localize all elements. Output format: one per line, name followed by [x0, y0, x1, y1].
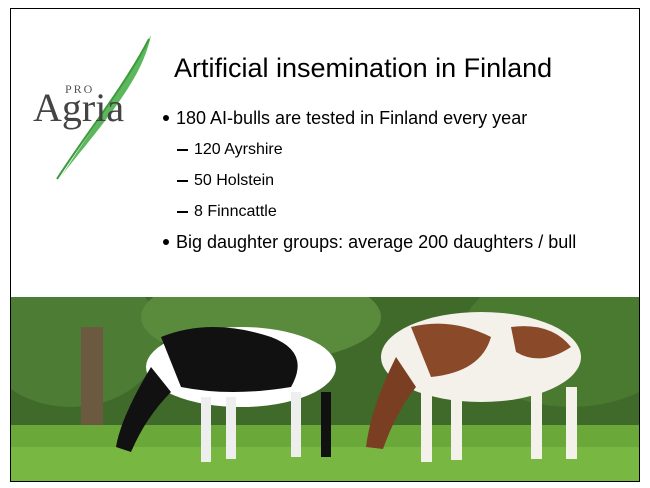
sub-bullet-text: 50 Holstein — [194, 168, 274, 193]
bullet-marker — [163, 239, 169, 245]
slide-title: Artificial insemination in Finland — [174, 53, 552, 84]
logo-main: Agria — [33, 85, 124, 130]
page: PRO Agria Artificial insemination in Fin… — [0, 0, 650, 488]
photo — [11, 297, 639, 482]
sub-bullet-marker — [177, 211, 188, 213]
sub-bullet-text: 120 Ayrshire — [194, 137, 283, 162]
bullet-marker — [163, 115, 169, 121]
slide: PRO Agria Artificial insemination in Fin… — [10, 8, 640, 482]
logo: PRO Agria — [11, 9, 171, 189]
bullet-text: Big daughter groups: average 200 daughte… — [176, 230, 636, 255]
sub-bullet-text: 8 Finncattle — [194, 199, 277, 224]
sub-bullet-marker — [177, 149, 188, 151]
bullet-text: 180 AI-bulls are tested in Finland every… — [176, 106, 636, 131]
sub-bullet-marker — [177, 180, 188, 182]
